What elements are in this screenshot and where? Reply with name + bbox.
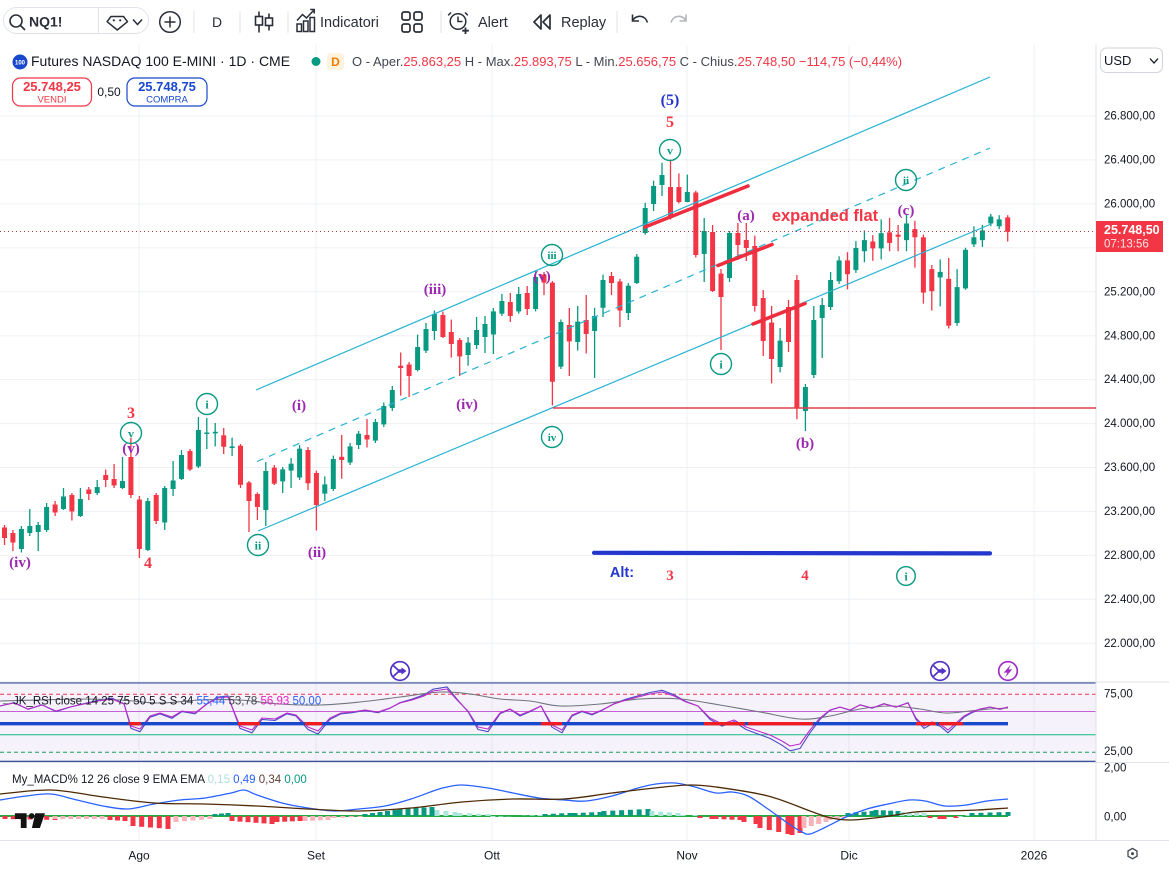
- svg-text:v: v: [667, 143, 673, 157]
- svg-text:Nov: Nov: [676, 849, 697, 863]
- svg-text:25.748,50: 25.748,50: [1104, 223, 1160, 237]
- svg-text:Ago: Ago: [128, 849, 150, 863]
- svg-text:ii: ii: [903, 175, 909, 187]
- svg-text:O - Aper.25.863,25 H - Max.25.: O - Aper.25.863,25 H - Max.25.893,75 L -…: [352, 54, 902, 69]
- svg-text:07:13:56: 07:13:56: [1104, 239, 1149, 251]
- svg-text:(c): (c): [898, 203, 915, 219]
- svg-text:25.748,75: 25.748,75: [138, 79, 196, 94]
- svg-text:0,00: 0,00: [1104, 812, 1126, 824]
- svg-text:25,00: 25,00: [1104, 746, 1133, 758]
- svg-text:v: v: [128, 426, 134, 440]
- svg-text:23.200,00: 23.200,00: [1104, 506, 1155, 518]
- svg-text:24.800,00: 24.800,00: [1104, 330, 1155, 342]
- svg-text:NQ1!: NQ1!: [29, 14, 62, 30]
- svg-text:(iv): (iv): [9, 555, 31, 571]
- svg-text:Alt:: Alt:: [610, 565, 634, 581]
- svg-text:0,50: 0,50: [97, 85, 121, 99]
- svg-text:25.748,25: 25.748,25: [23, 79, 81, 94]
- svg-text:My_MACD% 12 26 close 9 EMA EMA: My_MACD% 12 26 close 9 EMA EMA 0,15 0,49…: [12, 774, 307, 786]
- svg-text:(iii): (iii): [424, 282, 447, 298]
- svg-text:24.000,00: 24.000,00: [1104, 418, 1155, 430]
- svg-text:(b): (b): [796, 436, 814, 452]
- svg-text:5: 5: [666, 114, 674, 131]
- svg-text:iv: iv: [548, 432, 557, 444]
- svg-text:2026: 2026: [1021, 849, 1048, 863]
- svg-text:Alert: Alert: [478, 15, 508, 31]
- svg-text:4: 4: [801, 568, 809, 584]
- svg-text:(i): (i): [292, 398, 306, 414]
- svg-text:Futures NASDAQ 100 E-MINI · 1D: Futures NASDAQ 100 E-MINI · 1D · CME: [31, 53, 290, 69]
- svg-text:2,00: 2,00: [1104, 763, 1126, 775]
- svg-text:(iv): (iv): [456, 397, 478, 413]
- svg-text:ii: ii: [255, 538, 262, 552]
- svg-text:iii: iii: [547, 250, 556, 262]
- svg-text:(v): (v): [122, 441, 140, 457]
- svg-text:22.800,00: 22.800,00: [1104, 550, 1155, 562]
- svg-text:JK_RSI close 14 25 75 50 5 S S: JK_RSI close 14 25 75 50 5 S S 34 55,44 …: [13, 696, 321, 708]
- svg-text:D: D: [212, 14, 222, 30]
- svg-text:D: D: [331, 55, 340, 69]
- svg-text:22.400,00: 22.400,00: [1104, 594, 1155, 606]
- svg-text:3: 3: [666, 568, 674, 584]
- svg-text:Indicatori: Indicatori: [320, 15, 379, 31]
- svg-text:Set: Set: [307, 849, 326, 863]
- svg-text:25.200,00: 25.200,00: [1104, 286, 1155, 298]
- svg-text:22.000,00: 22.000,00: [1104, 638, 1155, 650]
- svg-text:23.600,00: 23.600,00: [1104, 462, 1155, 474]
- svg-text:26.400,00: 26.400,00: [1104, 155, 1155, 167]
- svg-text:Dic: Dic: [840, 849, 857, 863]
- svg-text:Ott: Ott: [484, 849, 501, 863]
- svg-text:expanded flat: expanded flat: [772, 207, 879, 225]
- svg-text:24.400,00: 24.400,00: [1104, 374, 1155, 386]
- svg-text:COMPRA: COMPRA: [146, 95, 188, 106]
- svg-text:(v): (v): [533, 269, 551, 285]
- svg-text:4: 4: [144, 555, 152, 572]
- svg-text:26.800,00: 26.800,00: [1104, 111, 1155, 123]
- svg-text:VENDI: VENDI: [37, 95, 66, 106]
- svg-text:Replay: Replay: [561, 15, 607, 31]
- svg-text:(a): (a): [737, 208, 755, 224]
- svg-text:75,00: 75,00: [1104, 689, 1133, 701]
- svg-text:100: 100: [15, 61, 26, 67]
- svg-text:(ii): (ii): [308, 545, 326, 561]
- svg-text:3: 3: [127, 405, 135, 422]
- svg-text:(5): (5): [661, 92, 680, 109]
- svg-text:USD: USD: [1104, 53, 1131, 68]
- svg-text:26.000,00: 26.000,00: [1104, 199, 1155, 211]
